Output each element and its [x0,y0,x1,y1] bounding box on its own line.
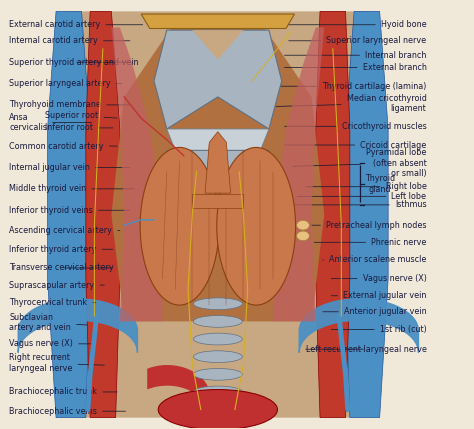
Polygon shape [273,27,324,321]
Text: Cricothyroid muscles: Cricothyroid muscles [284,122,427,131]
Text: Subclavian
artery and vein: Subclavian artery and vein [9,313,87,332]
Ellipse shape [193,386,242,398]
Text: Anterior jugular vein: Anterior jugular vein [323,307,427,316]
Polygon shape [47,12,90,417]
Polygon shape [316,12,350,417]
Text: Brachiocephalic veins: Brachiocephalic veins [9,407,126,416]
Text: Right recurrent
laryngeal nerve: Right recurrent laryngeal nerve [9,353,104,373]
Text: Middle thyroid vein: Middle thyroid vein [9,184,134,193]
Ellipse shape [140,148,219,305]
Ellipse shape [297,221,310,230]
Ellipse shape [193,315,242,327]
Text: 1st rib (cut): 1st rib (cut) [331,325,427,334]
Text: Ansa
cervicalis: Ansa cervicalis [9,113,91,132]
Text: Transverse cervical artery: Transverse cervical artery [9,263,114,272]
Text: Superior laryngeal nerve: Superior laryngeal nerve [289,36,427,45]
Text: External branch: External branch [284,63,427,72]
Ellipse shape [217,148,296,305]
Text: Common carotid artery: Common carotid artery [9,142,117,151]
Polygon shape [167,129,269,150]
Polygon shape [52,12,384,417]
Text: Isthmus: Isthmus [272,200,427,209]
Text: Left recurrent laryngeal nerve: Left recurrent laryngeal nerve [306,344,427,353]
Text: Pretracheal lymph nodes: Pretracheal lymph nodes [306,221,427,230]
Text: Superior root: Superior root [46,111,117,120]
Ellipse shape [193,404,242,415]
Text: Hyoid bone: Hyoid bone [272,20,427,29]
Ellipse shape [297,231,310,241]
Text: Thyrohyoid membrane: Thyrohyoid membrane [9,100,130,109]
Text: Left lobe: Left lobe [297,192,427,201]
Text: Thyrocervical trunk: Thyrocervical trunk [9,298,96,307]
Text: Internal jugular vein: Internal jugular vein [9,163,130,172]
Polygon shape [192,30,243,60]
Text: Suprascapular artery: Suprascapular artery [9,281,104,290]
Text: Pyramidal lobe
(often absent
or small): Pyramidal lobe (often absent or small) [293,148,427,178]
Ellipse shape [193,298,242,310]
Text: Inferior thyroid artery: Inferior thyroid artery [9,245,113,254]
Text: Cricoid cartilage: Cricoid cartilage [284,141,427,150]
Text: Median cricothyroid
ligament: Median cricothyroid ligament [276,94,427,113]
Text: Vagus nerve (X): Vagus nerve (X) [331,274,427,283]
Ellipse shape [193,351,242,363]
Ellipse shape [193,369,242,380]
Text: Inferior root: Inferior root [46,124,113,133]
Text: External jugular vein: External jugular vein [331,291,427,300]
Text: External carotid artery: External carotid artery [9,20,143,29]
Text: Internal carotid artery: Internal carotid artery [9,36,130,45]
Text: Internal branch: Internal branch [284,51,427,60]
Text: Ascending cervical artery: Ascending cervical artery [9,226,120,235]
Text: Vagus nerve (X): Vagus nerve (X) [9,339,91,348]
Ellipse shape [193,333,242,345]
Polygon shape [167,150,269,172]
Text: Phrenic nerve: Phrenic nerve [314,238,427,247]
Polygon shape [111,22,324,321]
Text: Thyroid
gland: Thyroid gland [365,174,395,194]
Text: Right lobe: Right lobe [306,182,427,191]
Polygon shape [205,132,231,193]
Text: Anterior scalene muscle: Anterior scalene muscle [323,255,427,264]
Text: Inferior thyroid veins: Inferior thyroid veins [9,206,130,215]
Polygon shape [111,27,163,321]
Polygon shape [192,194,243,208]
Polygon shape [346,12,388,417]
Ellipse shape [158,390,277,429]
Polygon shape [154,30,282,129]
Polygon shape [141,14,294,28]
Polygon shape [86,12,120,417]
Text: Superior laryngeal artery: Superior laryngeal artery [9,79,121,88]
Text: Thyroid cartilage (lamina): Thyroid cartilage (lamina) [276,82,427,91]
Text: Brachiocephalic trunk: Brachiocephalic trunk [9,387,117,396]
Text: Superior thyroid artery and vein: Superior thyroid artery and vein [9,57,139,66]
